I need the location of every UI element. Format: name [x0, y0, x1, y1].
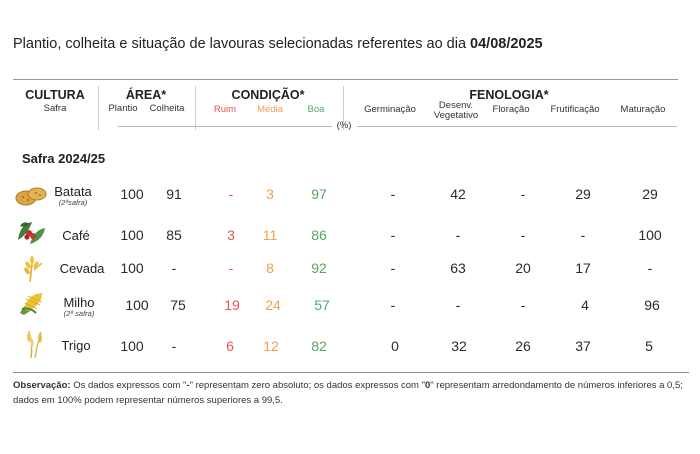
row-name-cevada: Cevada — [59, 261, 105, 276]
cell-cevada-frutificacao: 17 — [575, 260, 591, 276]
cell-cevada-germinacao: - — [390, 260, 396, 276]
percent-rule-left — [118, 126, 332, 127]
cell-milho-ruim: 19 — [224, 297, 240, 313]
cell-milho-floracao: - — [520, 297, 526, 313]
header-condicao: CONDIÇÃO* — [231, 88, 305, 102]
cell-trigo-boa: 82 — [311, 338, 327, 354]
cell-cafe-desenv: - — [455, 227, 461, 243]
header-area: ÁREA* — [125, 88, 167, 102]
cell-batata-ruim: - — [228, 186, 234, 202]
header-safra: Safra — [43, 103, 67, 114]
coffee-icon — [18, 222, 45, 244]
cell-milho-plantio: 100 — [125, 297, 149, 313]
cell-cevada-ruim: - — [228, 260, 234, 276]
row-name-batata: Batata (2ªsafra) — [54, 184, 92, 207]
cell-trigo-frutificacao: 37 — [575, 338, 591, 354]
percent-rule-right — [357, 126, 677, 127]
cell-trigo-germinacao: 0 — [391, 338, 399, 354]
divider-cultura — [98, 86, 99, 130]
cell-trigo-desenv: 32 — [451, 338, 467, 354]
header-frutificacao: Frutificação — [550, 104, 600, 115]
observation-note: Observação: Os dados expressos com "-" r… — [13, 380, 683, 406]
cell-milho-colheita: 75 — [170, 297, 186, 313]
cell-cevada-plantio: 100 — [120, 260, 144, 276]
cell-batata-plantio: 100 — [120, 186, 144, 202]
header-desenv-vegetativo: Desenv. Vegetativo — [433, 100, 479, 121]
header-floracao: Floração — [492, 104, 530, 115]
cell-batata-frutificacao: 29 — [575, 186, 591, 202]
cell-batata-colheita: 91 — [166, 186, 182, 202]
header-maturacao: Maturação — [620, 104, 666, 115]
cell-cevada-desenv: 63 — [450, 260, 466, 276]
cell-trigo-plantio: 100 — [120, 338, 144, 354]
header-boa: Boa — [307, 104, 325, 115]
row-name-cafe: Café — [62, 228, 90, 243]
header-colheita: Colheita — [149, 103, 185, 114]
cell-milho-frutificacao: 4 — [581, 297, 589, 313]
cell-cafe-colheita: 85 — [166, 227, 182, 243]
cell-trigo-floracao: 26 — [515, 338, 531, 354]
barley-icon — [24, 256, 43, 283]
page-title: Plantio, colheita e situação de lavouras… — [13, 36, 543, 52]
cell-milho-media: 24 — [265, 297, 281, 313]
header-media: Média — [257, 104, 283, 115]
cell-trigo-maturacao: 5 — [645, 338, 653, 354]
cell-milho-maturacao: 96 — [644, 297, 660, 313]
footer-rule — [13, 372, 689, 373]
cell-milho-germinacao: - — [390, 297, 396, 313]
cell-trigo-colheita: - — [171, 338, 177, 354]
cell-cafe-ruim: 3 — [227, 227, 235, 243]
header-germinacao: Germinação — [364, 104, 416, 115]
percent-unit: (%) — [336, 120, 352, 131]
cell-batata-maturacao: 29 — [642, 186, 658, 202]
corn-icon — [20, 293, 43, 315]
row-name-trigo: Trigo — [61, 338, 91, 353]
cell-cevada-media: 8 — [266, 260, 274, 276]
cell-milho-desenv: - — [455, 297, 461, 313]
cell-cevada-maturacao: - — [647, 260, 653, 276]
cell-cevada-colheita: - — [171, 260, 177, 276]
cell-cafe-floracao: - — [520, 227, 526, 243]
potato-icon — [15, 187, 47, 206]
cell-batata-floracao: - — [520, 186, 526, 202]
wheat-icon — [27, 330, 42, 359]
report-date: 04/08/2025 — [470, 36, 543, 52]
cell-cafe-frutificacao: - — [580, 227, 586, 243]
row-name-milho: Milho (2ª safra) — [63, 295, 95, 318]
cell-cafe-media: 11 — [262, 227, 278, 243]
cell-cafe-germinacao: - — [390, 227, 396, 243]
section-title: Safra 2024/25 — [22, 151, 106, 166]
cell-milho-boa: 57 — [314, 297, 330, 313]
cell-cevada-boa: 92 — [311, 260, 327, 276]
cell-batata-media: 3 — [266, 186, 274, 202]
header-top-rule — [13, 79, 678, 80]
header-cultura: CULTURA — [25, 88, 85, 102]
cell-trigo-media: 12 — [263, 338, 279, 354]
cell-cafe-plantio: 100 — [120, 227, 144, 243]
header-ruim: Ruim — [213, 104, 237, 115]
header-plantio: Plantio — [108, 103, 138, 114]
divider-condicao — [343, 86, 344, 130]
header-fenologia: FENOLOGIA* — [469, 88, 549, 102]
cell-batata-desenv: 42 — [450, 186, 466, 202]
cell-cafe-maturacao: 100 — [638, 227, 662, 243]
cell-cevada-floracao: 20 — [515, 260, 531, 276]
cell-batata-germinacao: - — [390, 186, 396, 202]
divider-area — [195, 86, 196, 130]
cell-cafe-boa: 86 — [311, 227, 327, 243]
cell-trigo-ruim: 6 — [226, 338, 234, 354]
cell-batata-boa: 97 — [311, 186, 327, 202]
